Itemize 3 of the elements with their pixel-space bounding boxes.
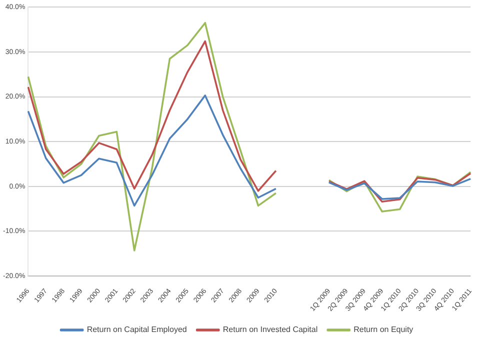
legend-label: Return on Capital Employed: [86, 325, 187, 334]
legend-label: Return on Equity: [354, 325, 414, 334]
legend-label: Return on Invested Capital: [222, 325, 318, 334]
